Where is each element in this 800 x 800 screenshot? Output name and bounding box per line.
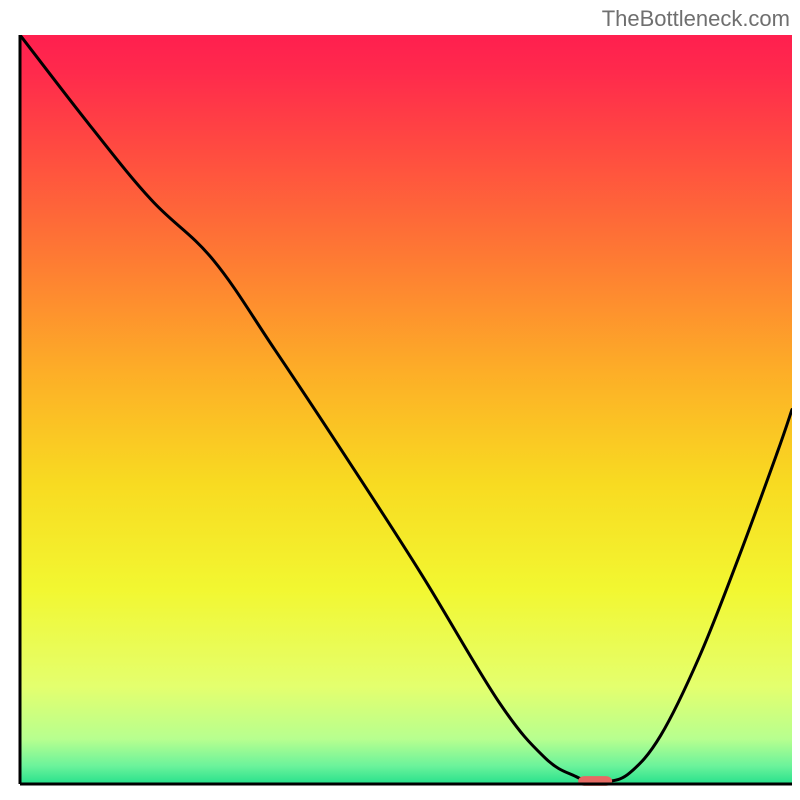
bottleneck-chart xyxy=(0,0,800,800)
attribution-text: TheBottleneck.com xyxy=(602,6,790,32)
gradient-background xyxy=(20,35,792,784)
